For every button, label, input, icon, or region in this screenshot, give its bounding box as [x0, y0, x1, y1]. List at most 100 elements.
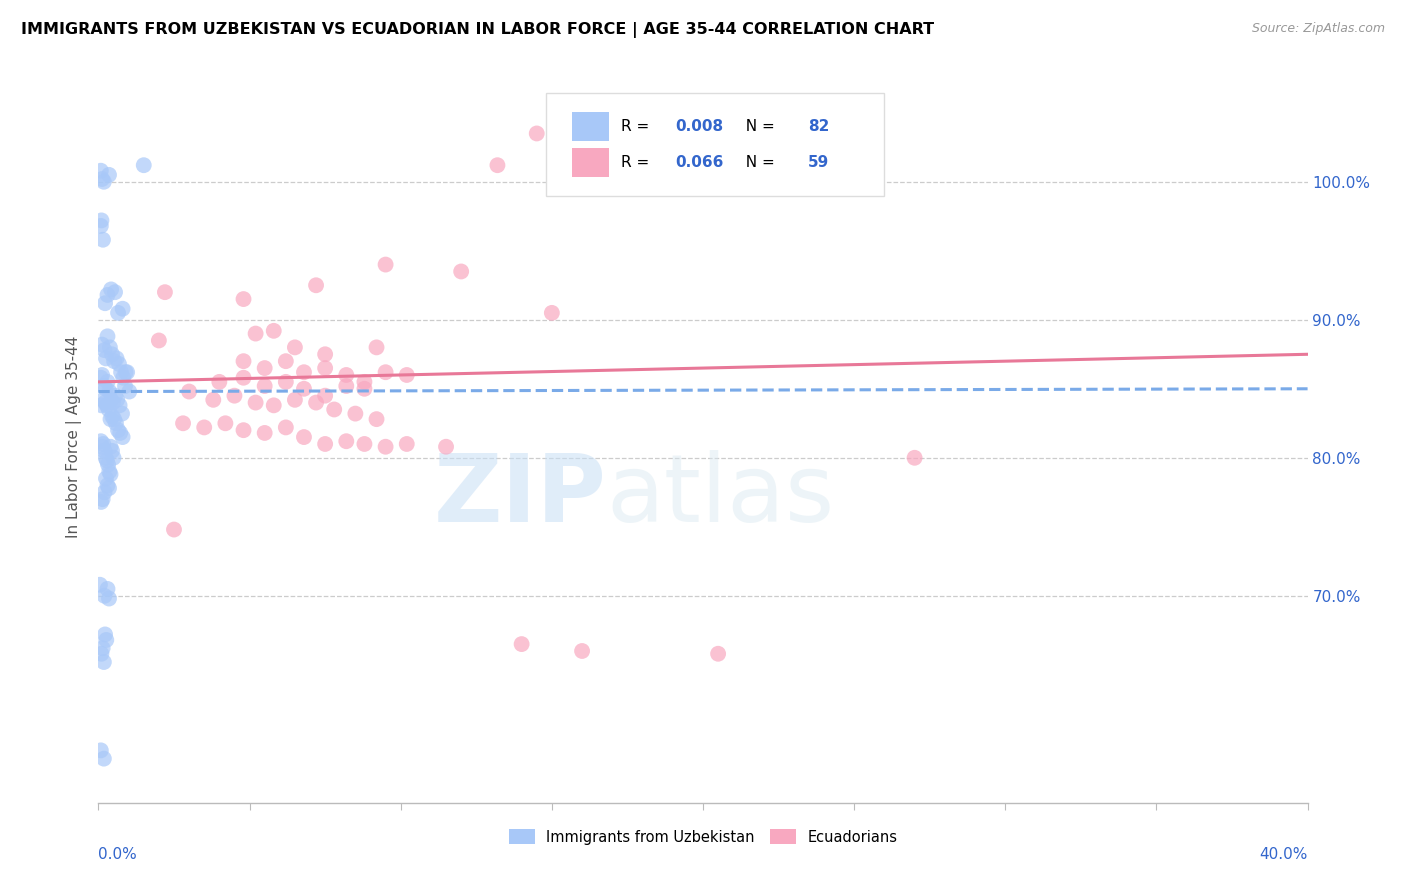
Text: 59: 59	[808, 155, 830, 170]
Point	[374, 258, 396, 272]
Point	[118, 384, 141, 399]
Point	[434, 440, 457, 454]
Point	[263, 324, 285, 338]
Point	[232, 354, 254, 368]
FancyBboxPatch shape	[572, 112, 609, 141]
Legend: Immigrants from Uzbekistan, Ecuadorians: Immigrants from Uzbekistan, Ecuadorians	[503, 823, 903, 850]
Point	[105, 392, 128, 407]
Point	[112, 370, 135, 384]
Text: Source: ZipAtlas.com: Source: ZipAtlas.com	[1251, 22, 1385, 36]
Point	[214, 417, 236, 431]
Text: 40.0%: 40.0%	[1260, 847, 1308, 862]
Point	[284, 340, 307, 354]
Point	[904, 450, 927, 465]
Point	[91, 172, 114, 186]
Point	[103, 412, 125, 426]
Point	[335, 379, 357, 393]
Point	[94, 471, 117, 485]
Point	[111, 407, 134, 421]
Point	[94, 382, 117, 396]
Point	[96, 398, 118, 412]
Point	[104, 417, 127, 431]
Point	[93, 379, 115, 393]
Point	[148, 334, 170, 348]
Point	[100, 392, 122, 407]
Point	[96, 478, 118, 492]
Point	[274, 354, 297, 368]
Point	[114, 379, 136, 393]
Point	[93, 751, 115, 765]
Point	[115, 365, 138, 379]
Point	[90, 434, 112, 449]
Point	[91, 392, 114, 407]
Point	[172, 417, 194, 431]
Point	[193, 420, 215, 434]
Point	[103, 354, 125, 368]
Point	[335, 434, 357, 449]
Point	[101, 395, 124, 409]
Point	[163, 523, 186, 537]
Point	[374, 365, 396, 379]
Point	[292, 382, 315, 396]
Point	[90, 647, 112, 661]
Point	[292, 365, 315, 379]
Point	[90, 163, 112, 178]
Point	[103, 450, 125, 465]
Point	[202, 392, 225, 407]
Point	[91, 641, 114, 656]
Point	[108, 425, 131, 440]
Point	[96, 288, 118, 302]
Point	[395, 368, 418, 382]
Point	[366, 340, 388, 354]
Point	[94, 450, 117, 465]
Point	[104, 389, 127, 403]
FancyBboxPatch shape	[546, 94, 884, 195]
Point	[93, 443, 115, 458]
Point	[101, 409, 124, 424]
Point	[335, 368, 357, 382]
Point	[305, 395, 328, 409]
Text: R =: R =	[621, 155, 654, 170]
Text: N =: N =	[735, 155, 779, 170]
Point	[91, 368, 114, 382]
Point	[104, 285, 127, 300]
Point	[108, 357, 131, 371]
Point	[292, 430, 315, 444]
Point	[232, 370, 254, 384]
Text: 0.008: 0.008	[675, 119, 723, 134]
Point	[224, 389, 246, 403]
Point	[110, 365, 132, 379]
Point	[93, 343, 115, 358]
Point	[540, 306, 562, 320]
Point	[90, 743, 112, 757]
Point	[98, 591, 121, 606]
Point	[100, 412, 122, 426]
Point	[96, 453, 118, 467]
Point	[91, 492, 114, 507]
Point	[114, 365, 136, 379]
Point	[374, 440, 396, 454]
Point	[510, 637, 533, 651]
Point	[98, 384, 121, 399]
Point	[91, 440, 114, 454]
Point	[274, 375, 297, 389]
Point	[97, 402, 120, 417]
Point	[93, 589, 115, 603]
Y-axis label: In Labor Force | Age 35-44: In Labor Force | Age 35-44	[66, 336, 83, 538]
Point	[366, 412, 388, 426]
Point	[100, 467, 122, 482]
Point	[526, 127, 548, 141]
Text: atlas: atlas	[606, 450, 835, 541]
Point	[107, 306, 129, 320]
Point	[245, 395, 267, 409]
Point	[208, 375, 231, 389]
FancyBboxPatch shape	[572, 148, 609, 178]
Point	[105, 351, 128, 366]
Point	[571, 644, 593, 658]
Text: ZIP: ZIP	[433, 450, 606, 541]
Point	[96, 375, 118, 389]
Point	[274, 420, 297, 434]
Point	[314, 389, 336, 403]
Point	[314, 437, 336, 451]
Point	[353, 382, 375, 396]
